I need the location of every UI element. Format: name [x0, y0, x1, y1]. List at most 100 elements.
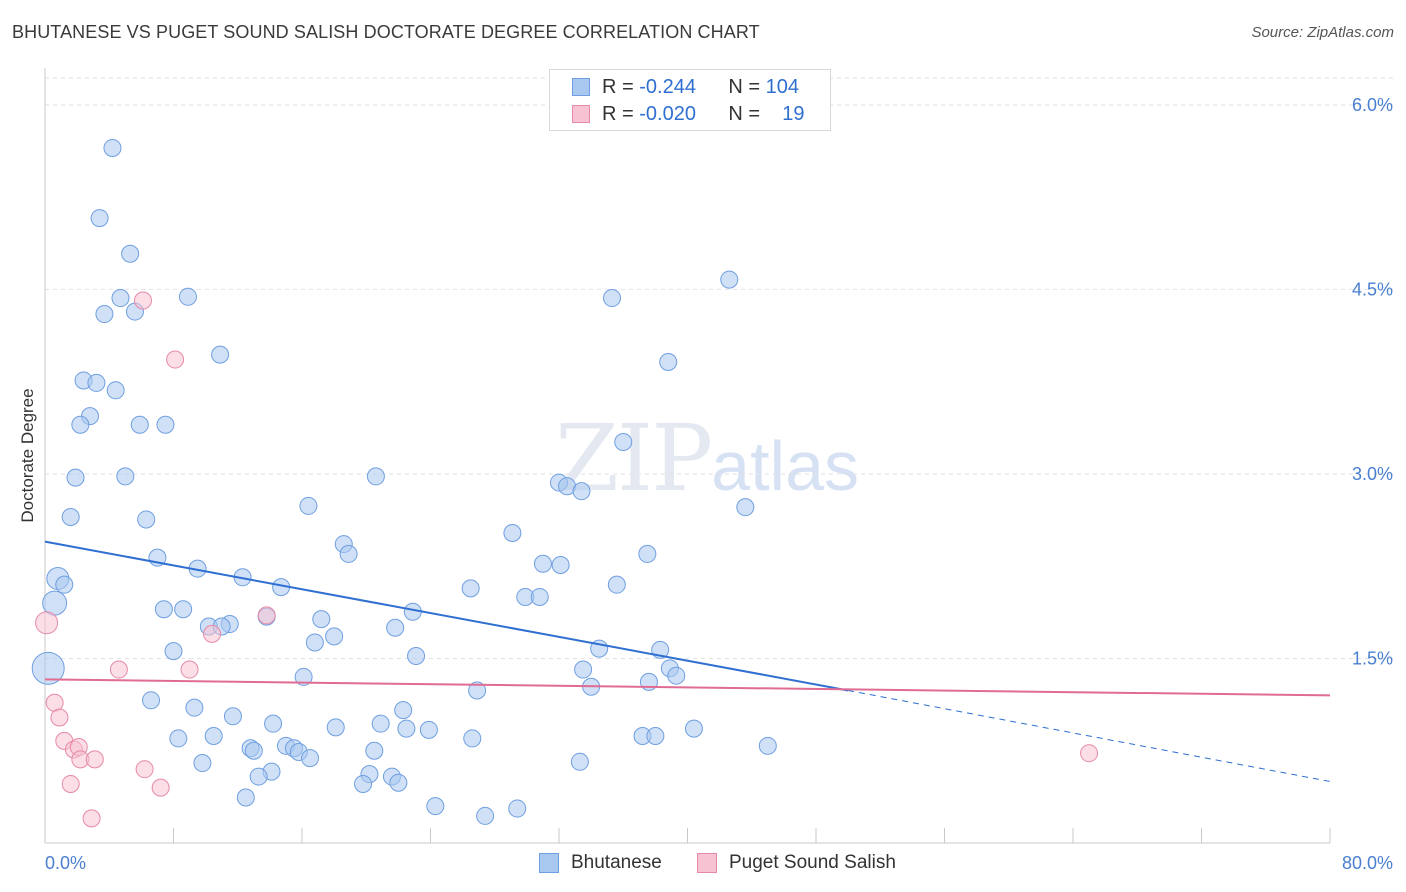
data-point	[130, 415, 149, 434]
data-point	[312, 610, 331, 629]
legend-r-label: R =	[602, 102, 634, 125]
data-point	[758, 736, 777, 755]
legend-row-bhutanese: R = -0.244 N = 104	[572, 75, 799, 99]
data-point	[116, 467, 135, 486]
data-point	[90, 209, 109, 228]
series-puget-sound-salish-points	[35, 291, 1099, 828]
data-point	[667, 666, 686, 685]
legend-item-puget-sound-salish[interactable]: Puget Sound Salish	[697, 852, 896, 874]
data-point	[572, 482, 591, 501]
data-point	[61, 508, 80, 527]
data-point	[82, 809, 101, 828]
data-point	[1080, 744, 1099, 763]
data-point	[103, 138, 122, 157]
legend-r-label: R =	[602, 75, 634, 98]
data-point	[154, 600, 173, 619]
y-tick-label: 1.5%	[1352, 648, 1393, 668]
data-point	[178, 287, 197, 306]
legend-r-value: -0.244	[639, 75, 696, 98]
x-tick-label: 80.0%	[1342, 853, 1393, 873]
data-point	[463, 729, 482, 748]
watermark-atlas: atlas	[711, 427, 860, 505]
data-point	[109, 660, 128, 679]
data-point	[570, 752, 589, 771]
data-point	[325, 627, 344, 646]
data-point	[106, 381, 125, 400]
x-tick-label: 0.0%	[45, 853, 86, 873]
data-point	[397, 719, 416, 738]
data-point	[305, 633, 324, 652]
legend-swatch-bhutanese	[572, 78, 590, 96]
data-point	[299, 496, 318, 515]
data-point	[249, 767, 268, 786]
chart-source: Source: ZipAtlas.com	[1251, 24, 1394, 41]
data-point	[204, 726, 223, 745]
data-point	[95, 305, 114, 324]
data-point	[66, 468, 85, 487]
trend-line-puget-sound-salish	[44, 678, 1331, 697]
data-point	[574, 660, 593, 679]
data-point	[614, 432, 633, 451]
data-point	[236, 788, 255, 807]
data-point	[354, 774, 373, 793]
data-point	[185, 698, 204, 717]
data-point	[607, 575, 626, 594]
series-legend: Bhutanese Puget Sound Salish	[0, 852, 1406, 878]
chart-title: BHUTANESE VS PUGET SOUND SALISH DOCTORAT…	[12, 22, 760, 42]
legend-n-value: 19	[782, 102, 805, 125]
legend-swatch	[697, 853, 717, 873]
data-point	[503, 524, 522, 542]
data-point	[551, 555, 570, 574]
data-point	[530, 587, 549, 606]
data-point	[646, 726, 665, 745]
y-axis-label: Doctorate Degree	[18, 388, 37, 522]
data-point	[135, 760, 154, 779]
data-point	[211, 345, 230, 364]
data-point	[180, 660, 199, 679]
data-point	[407, 647, 426, 666]
legend-n-label: N =	[728, 75, 761, 98]
trend-line-bhutanese-extension	[848, 689, 1331, 782]
data-point	[50, 708, 69, 727]
data-point	[264, 714, 283, 733]
data-point	[121, 244, 140, 263]
data-point	[71, 415, 90, 434]
correlation-legend: R = -0.244 N = 104 R = -0.020 N = 19	[549, 69, 831, 131]
data-point	[684, 719, 703, 738]
legend-item-bhutanese[interactable]: Bhutanese	[539, 852, 662, 874]
legend-swatch	[539, 853, 559, 873]
data-point	[468, 681, 487, 700]
data-point	[301, 749, 320, 768]
data-point	[35, 611, 59, 635]
data-point	[419, 720, 438, 739]
data-point	[85, 750, 104, 769]
data-point	[137, 510, 156, 529]
data-point	[223, 707, 242, 726]
data-point	[365, 741, 384, 760]
data-point	[394, 701, 413, 720]
trend-line-bhutanese	[44, 540, 849, 692]
y-tick-label: 3.0%	[1352, 464, 1393, 484]
axis-labels: 1.5% 3.0% 4.5% 6.0% 0.0% 80.0% Doctorate Degre…	[18, 95, 1393, 873]
data-point	[638, 544, 657, 563]
data-point	[339, 544, 358, 563]
data-point	[169, 729, 188, 748]
y-tick-label: 4.5%	[1352, 279, 1393, 299]
data-point	[603, 289, 622, 308]
data-point	[294, 667, 313, 686]
data-point	[166, 350, 185, 369]
legend-label: Puget Sound Salish	[729, 852, 896, 873]
data-point	[193, 754, 212, 773]
data-point	[366, 467, 385, 486]
data-point	[720, 270, 739, 289]
data-point	[55, 575, 74, 594]
data-point	[659, 353, 678, 372]
data-point	[164, 642, 183, 661]
series-bhutanese-points	[31, 138, 777, 825]
data-point	[386, 618, 405, 637]
data-point	[476, 806, 495, 825]
data-point	[142, 691, 161, 710]
data-point	[244, 741, 263, 760]
data-point	[736, 498, 755, 517]
data-point	[326, 718, 345, 737]
